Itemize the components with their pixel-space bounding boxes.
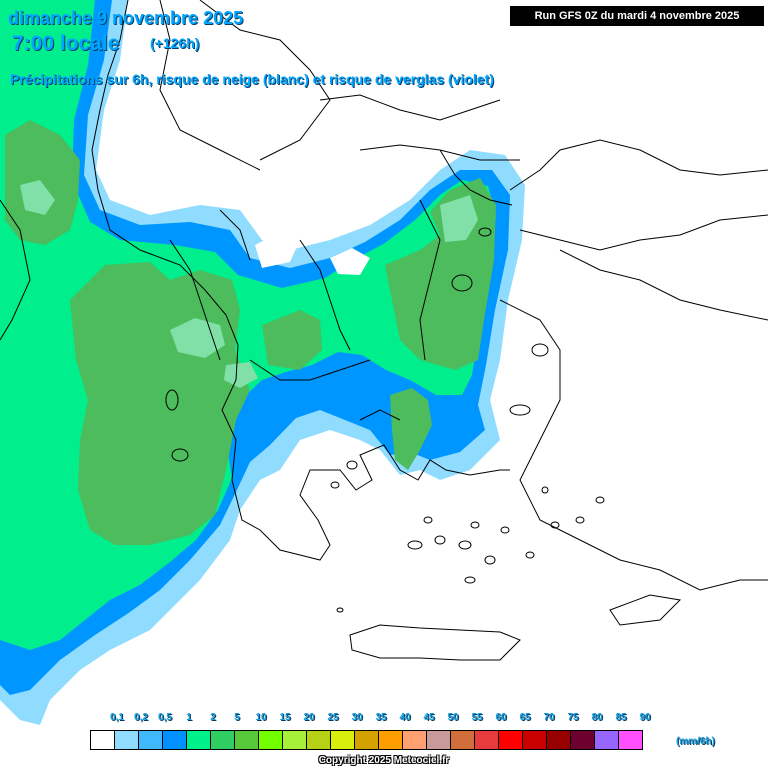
legend-threshold-label: 0,5: [158, 712, 172, 723]
legend-swatch: [139, 730, 163, 750]
legend-threshold-label: 35: [375, 712, 387, 723]
coastlines-borders: [0, 0, 768, 661]
legend-threshold-label: 40: [399, 712, 411, 723]
legend-threshold-label: 75: [567, 712, 579, 723]
legend-threshold-label: 20: [303, 712, 315, 723]
legend-swatch: [523, 730, 547, 750]
legend-threshold-label: 50: [447, 712, 459, 723]
legend-threshold-label: 60: [495, 712, 507, 723]
legend-swatch: [499, 730, 523, 750]
forecast-time: 7:00 locale: [12, 32, 120, 55]
legend-threshold-label: 0,2: [134, 712, 148, 723]
legend-swatch: [547, 730, 571, 750]
copyright-text: Copyright 2025 Meteociel.fr: [318, 755, 450, 766]
forecast-offset: (+126h): [150, 35, 200, 51]
legend-swatch: [259, 730, 283, 750]
map-subtitle: Précipitations sur 6h, risque de neige (…: [10, 71, 494, 87]
legend-threshold-label: 70: [543, 712, 555, 723]
legend-threshold-label: 25: [327, 712, 339, 723]
legend-swatch: [307, 730, 331, 750]
legend-threshold-label: 15: [279, 712, 291, 723]
dry-zones: [255, 232, 370, 275]
legend-swatch: [571, 730, 595, 750]
forecast-date: dimanche 9 novembre 2025: [8, 8, 244, 28]
islands: [165, 227, 605, 613]
legend-swatch: [355, 730, 379, 750]
legend-threshold-label: 90: [639, 712, 651, 723]
legend-threshold-label: 45: [423, 712, 435, 723]
legend-swatch: [451, 730, 475, 750]
legend-swatch: [187, 730, 211, 750]
legend-threshold-label: 2: [210, 712, 216, 723]
legend-swatch: [475, 730, 499, 750]
legend-swatch: [115, 730, 139, 750]
legend-threshold-label: 85: [615, 712, 627, 723]
precip-west-zone: [0, 0, 525, 725]
legend-swatch: [619, 730, 643, 750]
legend-threshold-label: 10: [255, 712, 267, 723]
legend-swatch: [379, 730, 403, 750]
legend-threshold-label: 0,1: [110, 712, 124, 723]
legend-swatch: [283, 730, 307, 750]
legend-swatch: [427, 730, 451, 750]
precip-legend: 0,1 0,2 0,5 1 2 5 10 15 20 25 30 35 40 45 50 55 60 65 70 75…: [90, 712, 715, 752]
legend-threshold-label: 1: [186, 712, 192, 723]
legend-threshold-label: 80: [591, 712, 603, 723]
legend-swatch: [331, 730, 355, 750]
run-info-box: Run GFS 0Z du mardi 4 novembre 2025: [510, 6, 764, 26]
legend-unit: (mm/6h): [676, 736, 715, 747]
legend-swatch: [595, 730, 619, 750]
legend-swatch: [163, 730, 187, 750]
legend-threshold-label: 5: [234, 712, 240, 723]
legend-swatch: [211, 730, 235, 750]
legend-threshold-label: 55: [471, 712, 483, 723]
legend-swatch: [91, 730, 115, 750]
legend-swatch: [235, 730, 259, 750]
legend-threshold-label: 65: [519, 712, 531, 723]
legend-swatches: [90, 730, 643, 750]
legend-threshold-label: 30: [351, 712, 363, 723]
legend-swatch: [403, 730, 427, 750]
